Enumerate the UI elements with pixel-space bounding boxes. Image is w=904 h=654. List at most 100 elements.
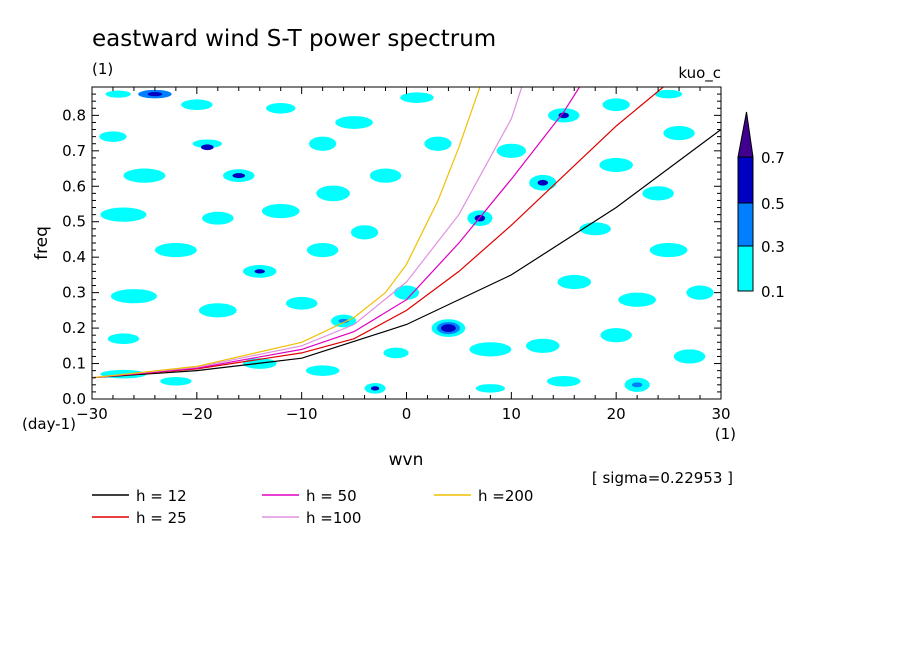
contour-patch-2 bbox=[147, 91, 163, 97]
contour-patch-59 bbox=[383, 347, 409, 359]
contour-patch-47 bbox=[642, 186, 674, 201]
y-unit-label: (day-1) bbox=[22, 415, 76, 433]
y-tick-label-0: 0.0 bbox=[62, 390, 86, 408]
contour-patch-57 bbox=[546, 375, 581, 387]
contour-patch-5 bbox=[99, 131, 127, 142]
series-line-1 bbox=[92, 87, 664, 379]
contour-patch-7 bbox=[201, 144, 214, 151]
contour-patch-26 bbox=[107, 333, 140, 345]
colorbar-arrow bbox=[737, 111, 754, 158]
x-axis: −30 −20 −10 0 10 20 30 bbox=[76, 87, 731, 423]
legend-label-0: h = 12 bbox=[136, 487, 187, 505]
colorbar-label-3: 0.7 bbox=[761, 149, 785, 167]
colorbar-label-1: 0.3 bbox=[761, 238, 785, 256]
contour-patch-28 bbox=[338, 318, 349, 324]
contour-patch-53 bbox=[600, 328, 632, 343]
colorbar-segment-1 bbox=[737, 202, 754, 247]
contour-patch-6 bbox=[192, 139, 222, 148]
y-tick-label-7: 0.7 bbox=[62, 142, 86, 160]
colorbar: 0.1 0.3 0.5 0.7 bbox=[737, 111, 785, 301]
x-tick-label-6: 30 bbox=[711, 405, 730, 423]
contour-patch-46 bbox=[663, 126, 695, 141]
subtitle-left: (1) bbox=[92, 60, 113, 78]
x-tick-label-4: 10 bbox=[502, 405, 521, 423]
legend-label-4: h =200 bbox=[478, 487, 533, 505]
contour-patch-49 bbox=[649, 243, 688, 258]
x-axis-label: wvn bbox=[389, 450, 424, 470]
y-tick-label-8: 0.8 bbox=[62, 106, 86, 124]
colorbar-segment-0 bbox=[737, 245, 754, 292]
contour-patch-8 bbox=[123, 168, 166, 183]
chart-title: eastward wind S-T power spectrum bbox=[92, 26, 496, 52]
contour-patch-19 bbox=[154, 243, 197, 258]
contour-patch-65 bbox=[309, 136, 337, 151]
series-line-2 bbox=[92, 87, 581, 379]
contour-patch-32 bbox=[393, 285, 420, 300]
subtitle-right: kuo_c bbox=[678, 64, 721, 83]
x-tick-label-1: −20 bbox=[181, 405, 213, 423]
contour-patch-4 bbox=[181, 99, 213, 111]
contour-patch-64 bbox=[654, 89, 683, 99]
contour-patch-66 bbox=[602, 98, 630, 112]
contour-patch-10 bbox=[232, 173, 246, 179]
contour-patch-22 bbox=[306, 243, 339, 258]
contour-patch-12 bbox=[202, 211, 234, 225]
contour-patch-24 bbox=[198, 303, 237, 318]
colorbar-label-2: 0.5 bbox=[761, 195, 785, 213]
sigma-label: [ sigma=0.22953 ] bbox=[592, 469, 733, 487]
contour-patch-56 bbox=[631, 382, 643, 388]
contour-patch-44 bbox=[496, 143, 527, 158]
contour-patch-45 bbox=[599, 157, 633, 173]
legend-label-2: h = 50 bbox=[306, 487, 357, 505]
dispersion-curves bbox=[92, 87, 721, 379]
contour-patch-61 bbox=[160, 377, 192, 386]
x-unit-label: (1) bbox=[715, 425, 736, 443]
x-tick-label-5: 20 bbox=[607, 405, 626, 423]
contour-patch-50 bbox=[557, 274, 592, 290]
contour-patch-15 bbox=[369, 168, 402, 183]
x-tick-label-3: 0 bbox=[402, 405, 412, 423]
contour-patch-51 bbox=[618, 292, 657, 307]
y-tick-label-1: 0.1 bbox=[62, 355, 86, 373]
contour-patch-54 bbox=[673, 349, 706, 364]
contour-patch-52 bbox=[686, 285, 714, 300]
x-tick-label-0: −30 bbox=[76, 405, 108, 423]
contour-patch-62 bbox=[350, 225, 379, 240]
contour-patch-36 bbox=[469, 342, 512, 357]
contour-patch-21 bbox=[254, 269, 265, 274]
legend: h = 12 h = 25 h = 50 h =100 h =200 bbox=[92, 487, 533, 527]
contour-patch-48 bbox=[579, 222, 611, 236]
series-line-4 bbox=[92, 87, 481, 379]
y-tick-label-3: 0.3 bbox=[62, 284, 86, 302]
contour-patch-11 bbox=[100, 207, 147, 222]
y-tick-label-4: 0.4 bbox=[62, 248, 86, 266]
colorbar-label-0: 0.1 bbox=[761, 283, 785, 301]
contour-patch-58 bbox=[475, 384, 506, 393]
contour-patch-43 bbox=[558, 112, 569, 119]
contour-patch-37 bbox=[526, 338, 560, 353]
contour-patch-3 bbox=[105, 90, 131, 98]
colorbar-segment-2 bbox=[737, 156, 754, 204]
contour-patch-16 bbox=[335, 116, 373, 129]
contour-patch-17 bbox=[400, 92, 434, 103]
contour-patch-35 bbox=[441, 324, 456, 332]
series-line-3 bbox=[92, 87, 523, 379]
contour-patch-31 bbox=[305, 365, 340, 376]
y-axis-label: freq bbox=[32, 226, 52, 260]
contour-patch-63 bbox=[424, 136, 452, 151]
contour-patch-14 bbox=[316, 185, 350, 202]
legend-label-3: h =100 bbox=[306, 509, 361, 527]
contour-patch-30 bbox=[370, 386, 380, 391]
y-tick-label-5: 0.5 bbox=[62, 213, 86, 231]
y-tick-label-2: 0.2 bbox=[62, 319, 86, 337]
contour-patch-25 bbox=[285, 296, 318, 310]
contour-patch-23 bbox=[110, 289, 157, 304]
contour-patch-41 bbox=[537, 179, 549, 186]
contour-field bbox=[99, 89, 714, 394]
contour-patch-18 bbox=[266, 102, 296, 114]
contour-patch-13 bbox=[261, 204, 300, 219]
y-tick-label-6: 0.6 bbox=[62, 177, 86, 195]
legend-label-1: h = 25 bbox=[136, 509, 187, 527]
series-line-0 bbox=[92, 129, 721, 379]
